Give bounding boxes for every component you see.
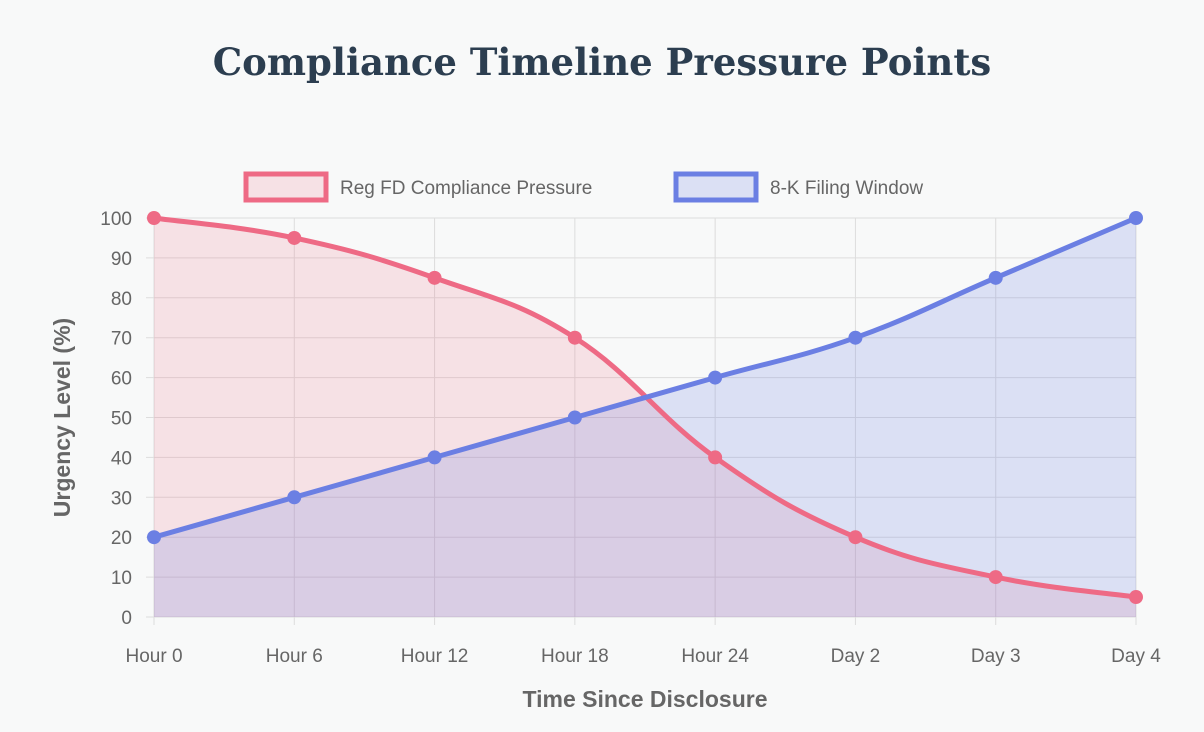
data-point	[287, 490, 302, 505]
data-point	[147, 530, 161, 545]
series-line	[153, 215, 1137, 540]
data-point	[1129, 590, 1143, 605]
data-point	[708, 370, 723, 385]
x-tick-label: Day 4	[1111, 646, 1161, 667]
x-tick-label: Hour 18	[541, 646, 609, 667]
data-point	[427, 450, 442, 465]
legend-label: 8-K Filing Window	[770, 178, 923, 199]
data-point	[848, 330, 863, 345]
y-tick-label: 80	[111, 289, 132, 310]
series-area	[154, 218, 1136, 617]
data-point	[708, 450, 723, 465]
data-point	[1129, 211, 1143, 225]
legend-label: Reg FD Compliance Pressure	[340, 178, 592, 199]
x-tick-label: Hour 6	[266, 646, 323, 667]
y-tick-label: 40	[111, 448, 132, 469]
data-point	[988, 570, 1003, 585]
x-axis-title: Time Since Disclosure	[522, 686, 767, 712]
data-point	[848, 530, 863, 545]
x-tick-label: Day 2	[831, 646, 881, 667]
y-axis-title: Urgency Level (%)	[49, 318, 75, 517]
y-tick-label: 20	[111, 528, 132, 549]
y-tick-label: 100	[100, 209, 132, 230]
y-tick-label: 30	[111, 488, 132, 509]
legend-swatch	[243, 171, 329, 203]
y-tick-label: 50	[111, 409, 132, 430]
series-area	[154, 218, 1136, 617]
data-point	[567, 410, 582, 425]
y-tick-label: 10	[111, 568, 132, 589]
chart-title: Compliance Timeline Pressure Points	[212, 40, 992, 84]
x-tick-label: Hour 24	[681, 646, 749, 667]
y-tick-label: 70	[111, 329, 132, 350]
x-tick-label: Hour 12	[401, 646, 469, 667]
data-point	[427, 270, 442, 285]
data-point	[147, 211, 161, 225]
y-tick-label: 90	[111, 249, 132, 270]
data-point	[988, 270, 1003, 285]
y-tick-label: 0	[121, 608, 132, 629]
x-tick-label: Hour 0	[125, 646, 182, 667]
y-tick-label: 60	[111, 369, 132, 390]
data-point	[287, 230, 302, 245]
data-point	[567, 330, 582, 345]
legend-swatch	[673, 171, 759, 203]
x-tick-label: Day 3	[971, 646, 1021, 667]
